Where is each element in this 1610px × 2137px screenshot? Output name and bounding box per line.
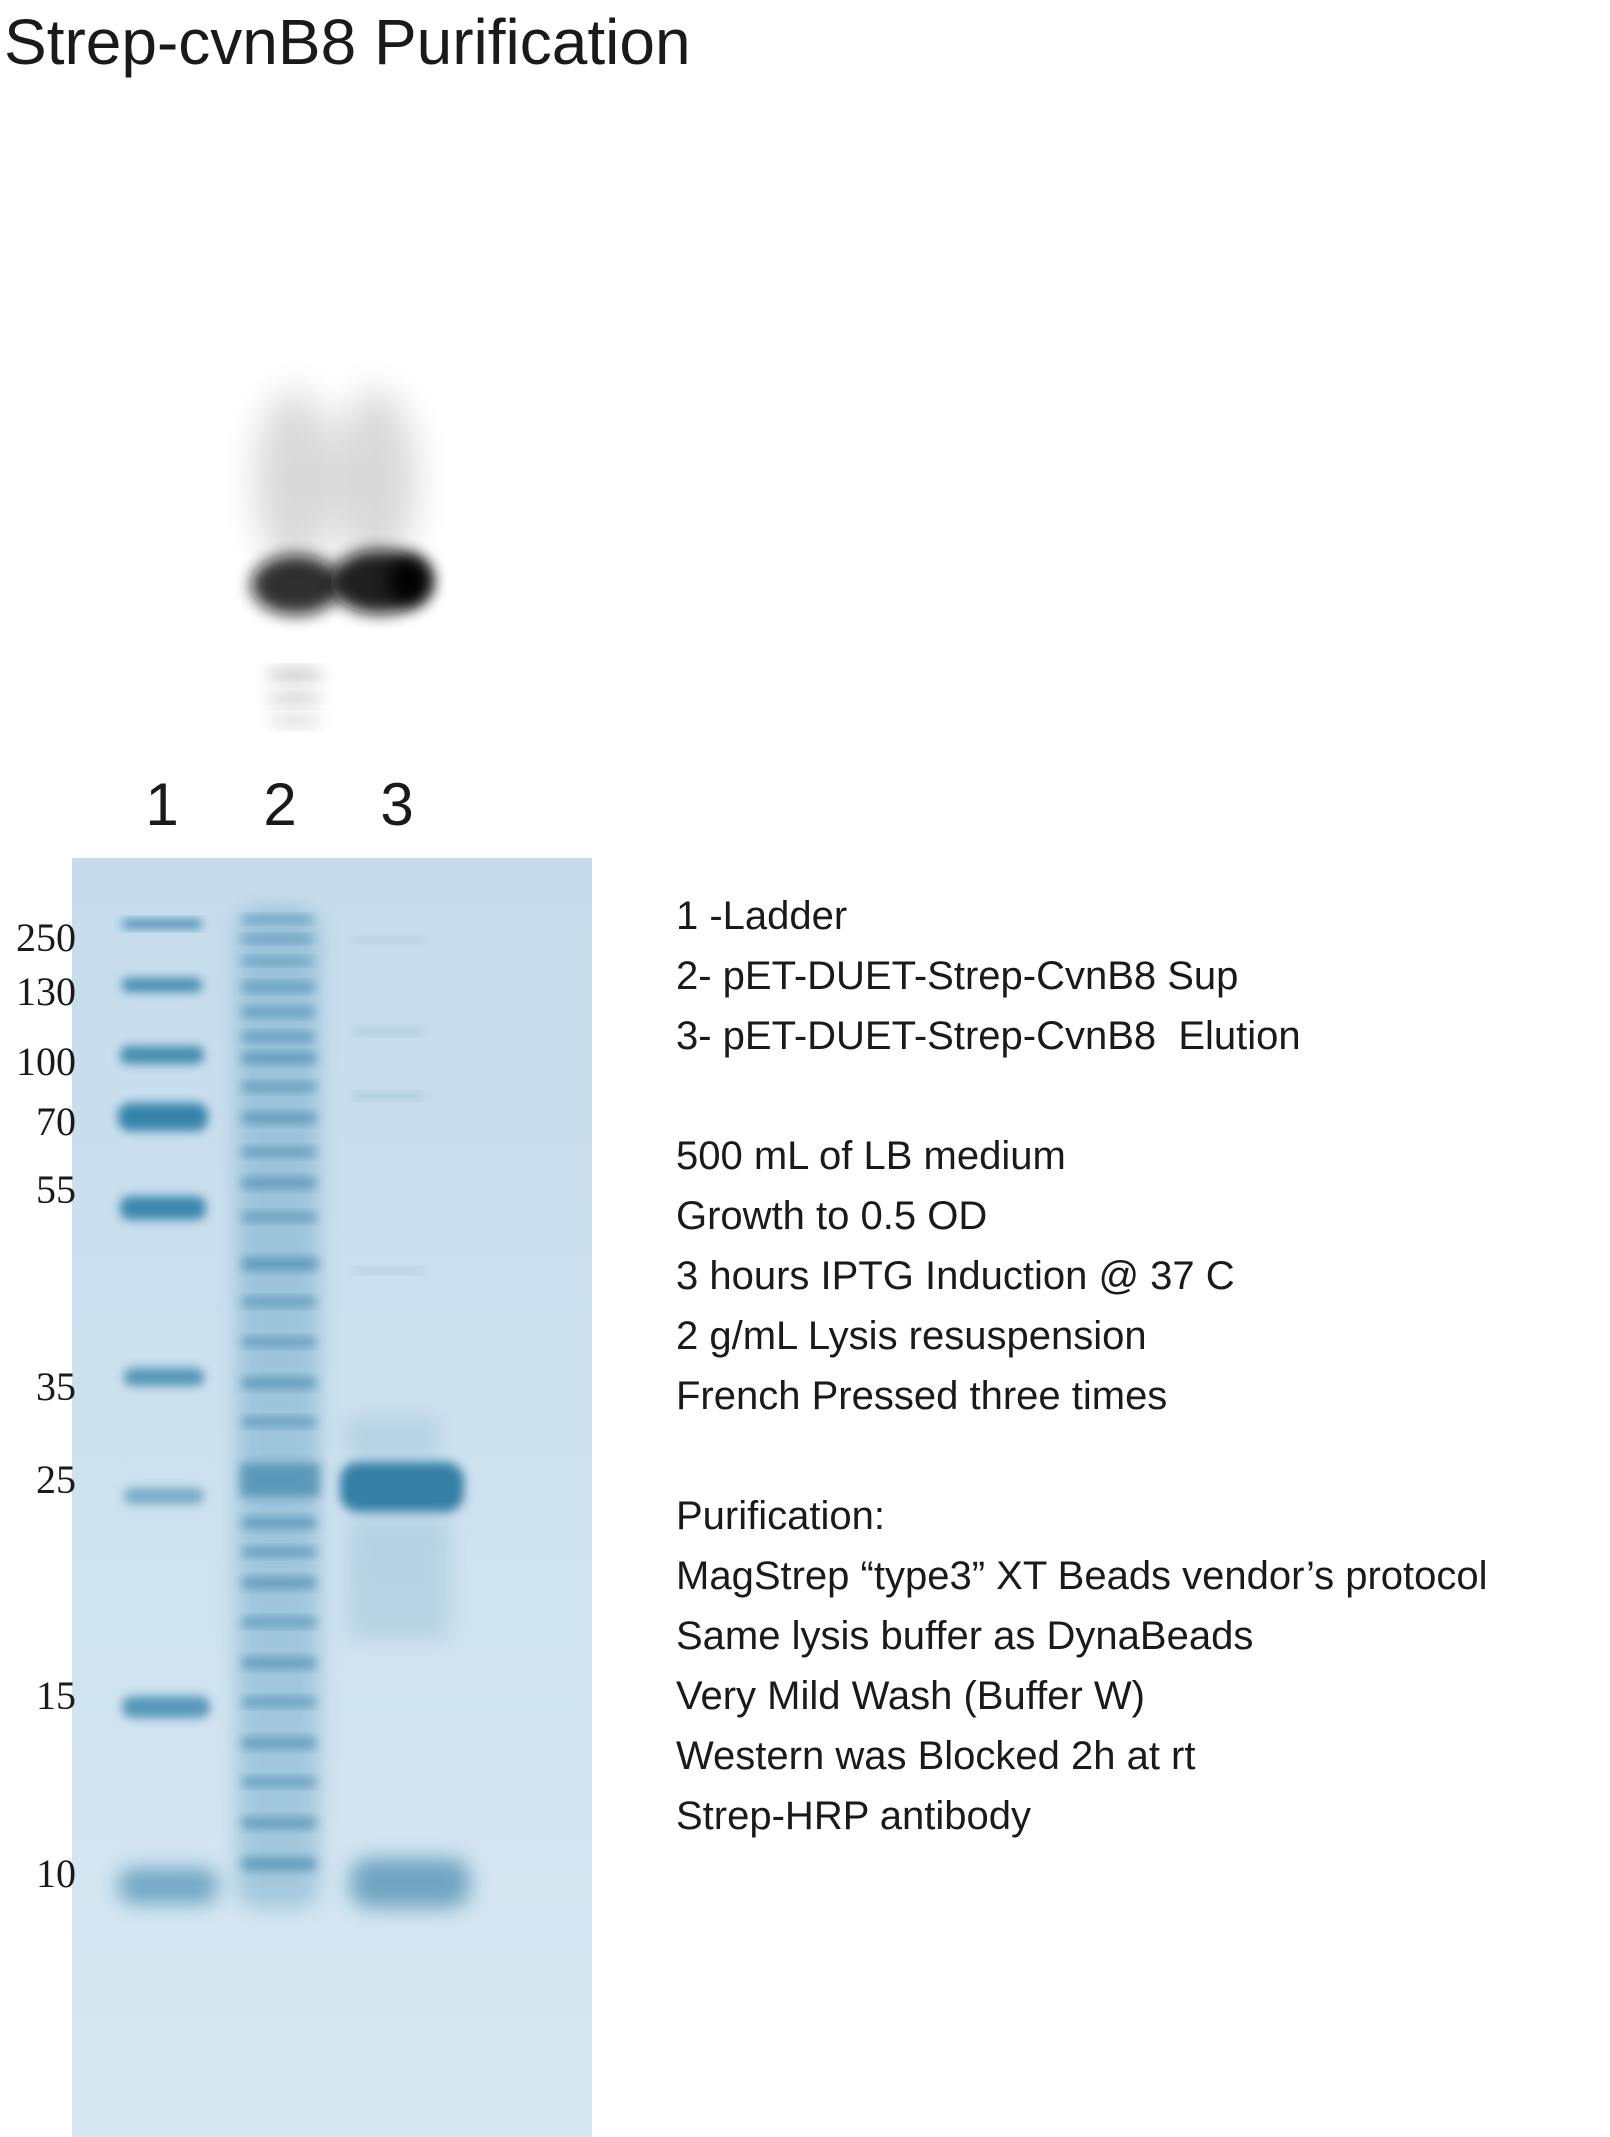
western-faint-band xyxy=(267,714,323,726)
condition-line-2: Growth to 0.5 OD xyxy=(676,1194,988,1238)
western-smear-lane-3 xyxy=(333,390,417,570)
ladder-band-100 xyxy=(120,1046,204,1064)
western-faint-band xyxy=(265,692,325,704)
mw-label-100: 100 xyxy=(16,1039,76,1084)
mw-label-130: 130 xyxy=(16,969,76,1014)
ladder-band-25 xyxy=(124,1488,204,1504)
ladder-band-130 xyxy=(122,978,202,992)
ladder-band-55 xyxy=(120,1196,206,1220)
mw-label-70: 70 xyxy=(36,1099,76,1144)
legend-line-1: 1 -Ladder xyxy=(676,894,848,938)
mw-label-35: 35 xyxy=(36,1364,76,1409)
ladder-band-70 xyxy=(118,1103,208,1131)
condition-line-3: 3 hours IPTG Induction @ 37 C xyxy=(676,1254,1235,1298)
ladder-band-250 xyxy=(122,920,202,928)
western-band-lane-2 xyxy=(251,555,341,615)
purification-step-3: Very Mild Wash (Buffer W) xyxy=(676,1674,1145,1718)
purification-step-5: Strep-HRP antibody xyxy=(676,1794,1031,1838)
lane-3-low-band xyxy=(350,1858,470,1908)
ladder-band-10 xyxy=(118,1868,218,1904)
western-band-lane-3-core xyxy=(388,555,432,605)
ladder-band-15 xyxy=(122,1696,210,1718)
mw-label-55: 55 xyxy=(36,1167,76,1212)
mw-label-25: 25 xyxy=(36,1457,76,1502)
western-faint-band xyxy=(265,669,325,681)
lane-2-bands xyxy=(240,916,320,1870)
mw-label-15: 15 xyxy=(36,1673,76,1718)
purification-heading: Purification: xyxy=(676,1494,885,1538)
mw-label-250: 250 xyxy=(16,915,76,960)
lane-3-bands xyxy=(340,938,470,1908)
lane-number-1: 1 xyxy=(145,771,179,838)
western-blot-image xyxy=(251,390,432,726)
ladder-lane xyxy=(118,920,218,1904)
lane-3-main-band xyxy=(340,1462,464,1512)
figure-title: Strep-cvnB8 Purification xyxy=(4,6,691,78)
sds-page-gel-image xyxy=(72,858,592,2137)
condition-line-1: 500 mL of LB medium xyxy=(676,1134,1066,1178)
legend-line-3: 3- pET-DUET-Strep-CvnB8 Elution xyxy=(676,1014,1301,1058)
condition-line-5: French Pressed three times xyxy=(676,1374,1168,1418)
purification-step-1: MagStrep “type3” XT Beads vendor’s proto… xyxy=(676,1554,1488,1598)
lane-number-2: 2 xyxy=(263,771,297,838)
purification-step-2: Same lysis buffer as DynaBeads xyxy=(676,1614,1254,1658)
legend-line-2: 2- pET-DUET-Strep-CvnB8 Sup xyxy=(676,954,1239,998)
mw-label-10: 10 xyxy=(36,1851,76,1896)
purification-step-4: Western was Blocked 2h at rt xyxy=(676,1734,1196,1778)
western-smear-lane-2 xyxy=(255,390,335,570)
lane-number-3: 3 xyxy=(380,771,414,838)
figure-notes: 1 -Ladder 2- pET-DUET-Strep-CvnB8 Sup 3-… xyxy=(676,886,1488,1846)
ladder-band-35 xyxy=(124,1368,204,1386)
condition-line-4: 2 g/mL Lysis resuspension xyxy=(676,1314,1147,1358)
